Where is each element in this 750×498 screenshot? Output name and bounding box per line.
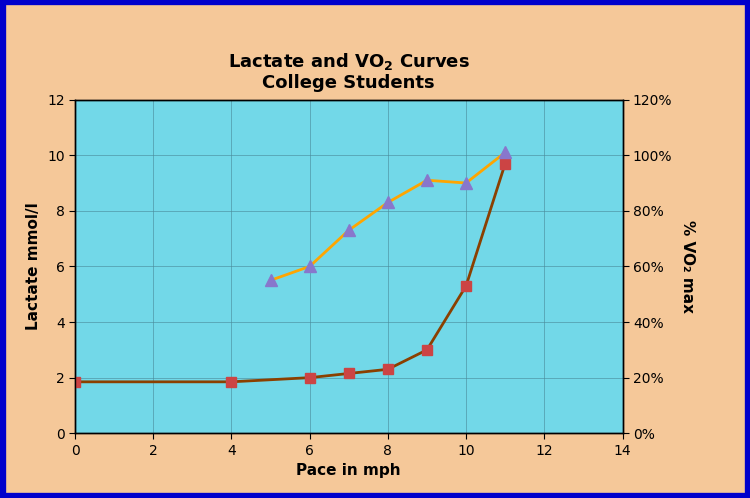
Y-axis label: Lactate mmol/l: Lactate mmol/l xyxy=(26,203,41,330)
X-axis label: Pace in mph: Pace in mph xyxy=(296,463,401,478)
Y-axis label: % VO₂ max: % VO₂ max xyxy=(680,220,694,313)
Title: Lactate and $\mathregular{VO_2}$ Curves
College Students: Lactate and $\mathregular{VO_2}$ Curves … xyxy=(228,51,470,93)
